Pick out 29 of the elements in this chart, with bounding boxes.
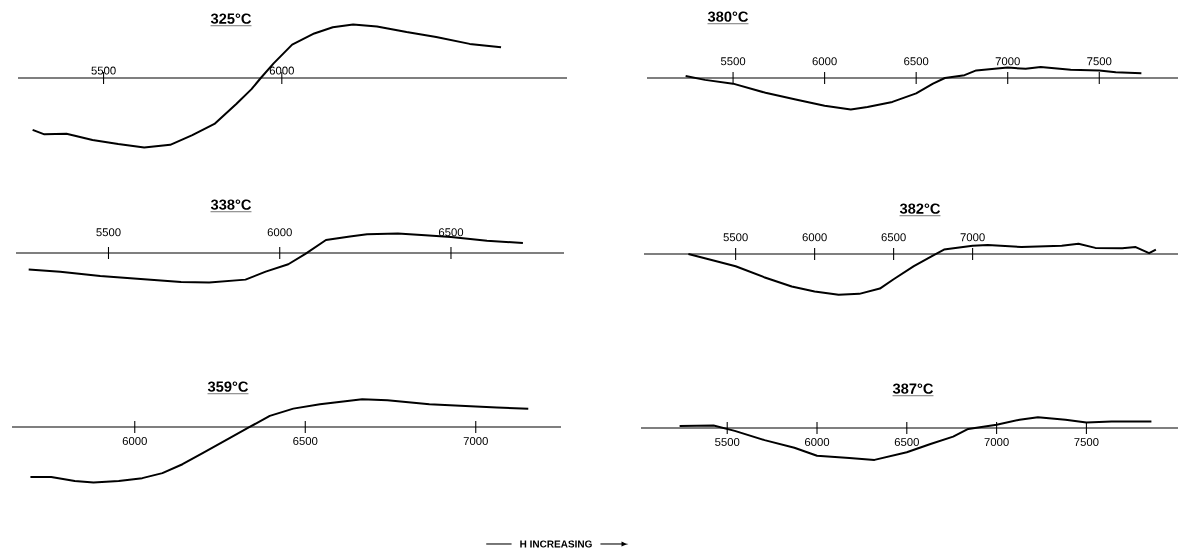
text: H INCREASING bbox=[520, 540, 592, 548]
x-tick-label: 6000 bbox=[802, 233, 827, 242]
chart-title: 380°C bbox=[707, 11, 749, 22]
x-tick-label: 5500 bbox=[723, 233, 748, 242]
x-tick-label: 7000 bbox=[995, 57, 1020, 66]
x-tick-label: 6000 bbox=[269, 66, 294, 75]
x-tick-label: 5500 bbox=[91, 66, 116, 75]
x-tick-label: 6000 bbox=[267, 228, 292, 237]
x-tick-label: 6500 bbox=[894, 438, 919, 447]
chart-title: 382°C bbox=[899, 203, 941, 214]
x-tick-label: 6500 bbox=[293, 437, 318, 446]
x-tick-label: 5500 bbox=[96, 228, 121, 237]
x-tick-label: 7000 bbox=[960, 233, 985, 242]
chart-title: 338°C bbox=[210, 199, 252, 210]
x-tick-label: 6500 bbox=[881, 233, 906, 242]
x-tick-label: 5500 bbox=[715, 438, 740, 447]
x-tick-label: 6000 bbox=[122, 437, 147, 446]
chart-title: 359°C bbox=[207, 381, 249, 392]
x-tick-label: 6500 bbox=[438, 228, 464, 237]
x-tick-label: 5500 bbox=[720, 57, 746, 66]
chart-title: 325°C bbox=[210, 13, 252, 24]
x-tick-label: 6000 bbox=[812, 57, 837, 66]
x-tick-label: 7500 bbox=[1087, 57, 1112, 66]
x-tick-label: 6500 bbox=[904, 57, 929, 66]
x-tick-label: 7000 bbox=[984, 438, 1009, 447]
chart-title: 387°C bbox=[892, 383, 934, 394]
x-tick-label: 7500 bbox=[1074, 438, 1099, 447]
x-tick-label: 7000 bbox=[463, 437, 488, 446]
x-tick-label: 6000 bbox=[804, 438, 830, 447]
